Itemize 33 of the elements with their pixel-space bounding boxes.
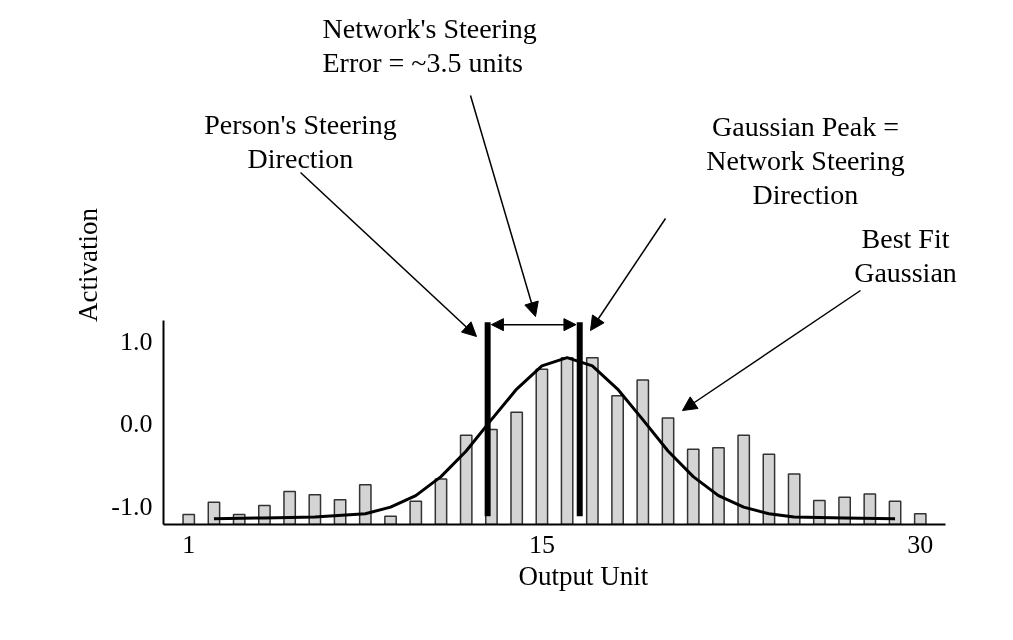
- bar: [358, 484, 372, 525]
- bar: [384, 515, 397, 525]
- text: Gaussian Peak = Network Steering Direction: [706, 110, 905, 210]
- y-tick-label: 1.0: [120, 326, 153, 356]
- bar: [762, 453, 776, 525]
- bar: [510, 411, 524, 525]
- bar: [686, 448, 700, 525]
- text: Person's Steering Direction: [204, 108, 397, 174]
- bar: [459, 434, 473, 525]
- x-tick-label: 1: [182, 529, 196, 559]
- y-tick-label: -1.0: [111, 491, 153, 521]
- text: Best Fit Gaussian: [854, 222, 957, 288]
- bar: [308, 494, 322, 525]
- bar: [712, 446, 725, 525]
- y-axis-title: Activation: [73, 207, 104, 322]
- x-axis-title: Output Unit: [518, 560, 649, 591]
- bar: [283, 490, 297, 525]
- bar: [611, 394, 624, 525]
- bar: [636, 379, 650, 525]
- text: Network's Steering Error = ~3.5 units: [322, 12, 537, 78]
- bar: [409, 500, 423, 525]
- bar: [585, 356, 599, 525]
- x-tick-label: 30: [907, 529, 934, 559]
- bar: [434, 478, 448, 525]
- bar: [560, 356, 574, 525]
- bar: [182, 513, 196, 525]
- bar: [535, 368, 549, 525]
- bar: [737, 434, 751, 525]
- bar: [863, 493, 877, 525]
- bar: [787, 473, 801, 525]
- y-tick-label: 0.0: [120, 409, 153, 439]
- bar: [913, 513, 927, 525]
- x-tick-label: 15: [528, 529, 555, 559]
